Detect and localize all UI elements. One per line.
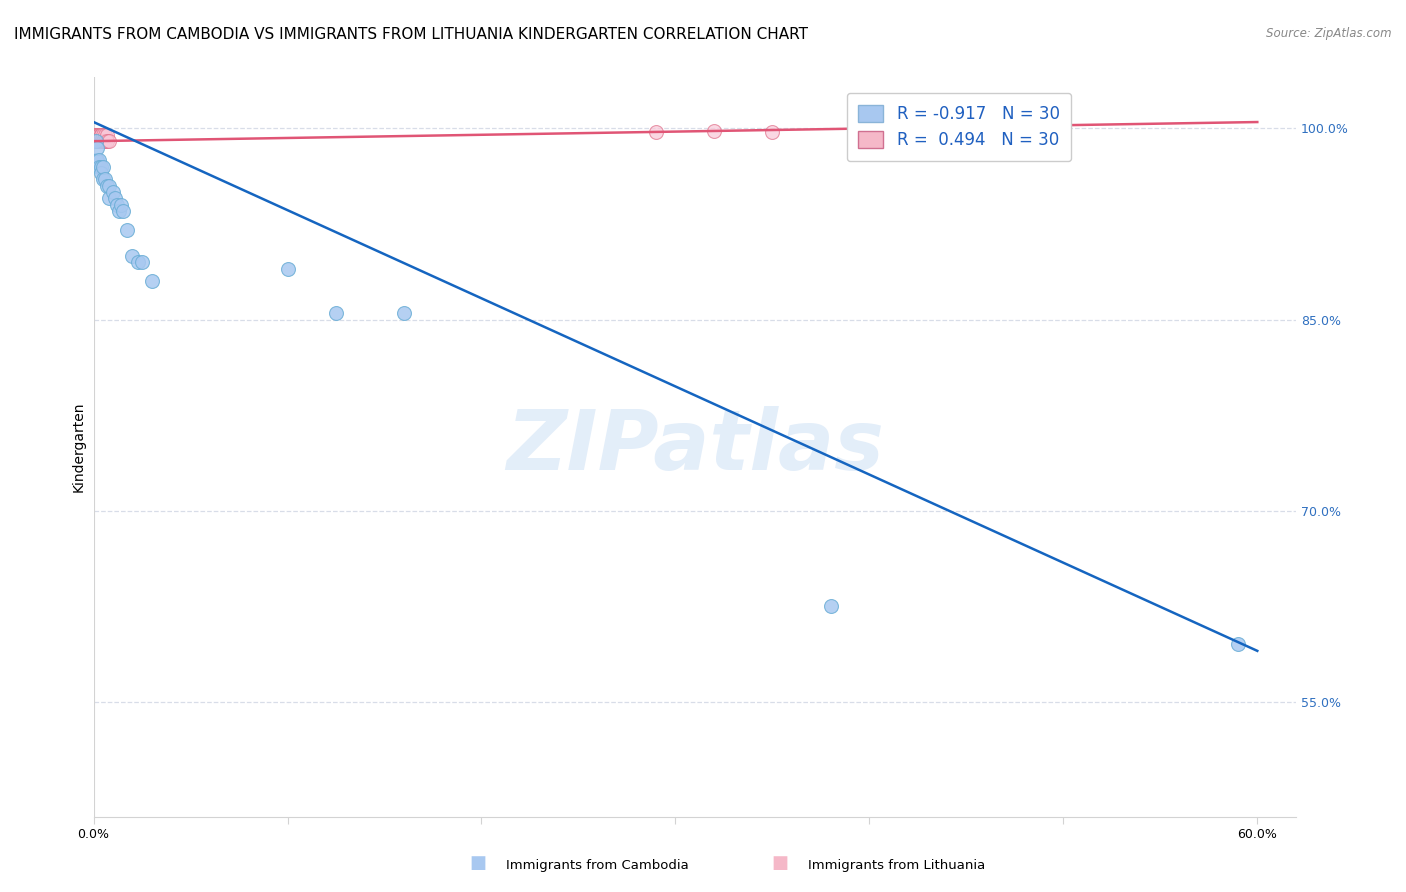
Point bbox=[89, 134, 111, 148]
Point bbox=[392, 306, 415, 320]
Point bbox=[115, 223, 138, 237]
Point bbox=[90, 134, 112, 148]
Y-axis label: Kindergarten: Kindergarten bbox=[72, 401, 86, 492]
Text: ■: ■ bbox=[772, 855, 789, 872]
Point bbox=[325, 306, 347, 320]
Point bbox=[107, 204, 129, 219]
Point bbox=[86, 134, 108, 148]
Point bbox=[820, 599, 842, 614]
Point bbox=[121, 249, 143, 263]
Point bbox=[89, 153, 111, 168]
Point bbox=[86, 153, 108, 168]
Text: IMMIGRANTS FROM CAMBODIA VS IMMIGRANTS FROM LITHUANIA KINDERGARTEN CORRELATION C: IMMIGRANTS FROM CAMBODIA VS IMMIGRANTS F… bbox=[14, 27, 808, 42]
Point bbox=[94, 134, 117, 148]
Point bbox=[84, 134, 107, 148]
Point bbox=[111, 204, 134, 219]
Point bbox=[86, 128, 108, 142]
Point bbox=[94, 172, 117, 186]
Legend: R = -0.917   N = 30, R =  0.494   N = 30: R = -0.917 N = 30, R = 0.494 N = 30 bbox=[846, 93, 1071, 161]
Point bbox=[91, 134, 114, 148]
Point bbox=[86, 128, 108, 142]
Point bbox=[141, 274, 163, 288]
Point bbox=[84, 134, 107, 148]
Point bbox=[84, 128, 107, 142]
Point bbox=[89, 134, 111, 148]
Point bbox=[89, 128, 111, 142]
Point bbox=[94, 128, 117, 142]
Point bbox=[1226, 638, 1249, 652]
Point bbox=[761, 125, 783, 139]
Point bbox=[84, 153, 107, 168]
Point bbox=[96, 128, 118, 142]
Point bbox=[105, 198, 128, 212]
Point bbox=[127, 255, 149, 269]
Text: ZIPatlas: ZIPatlas bbox=[506, 407, 884, 487]
Point bbox=[703, 124, 725, 138]
Point bbox=[90, 128, 112, 142]
Point bbox=[86, 134, 108, 148]
Point bbox=[84, 128, 107, 142]
Point bbox=[276, 261, 298, 276]
Point bbox=[101, 185, 124, 199]
Point bbox=[89, 128, 111, 142]
Point bbox=[645, 125, 668, 139]
Point bbox=[131, 255, 153, 269]
Point bbox=[90, 128, 112, 142]
Point bbox=[84, 128, 107, 142]
Point bbox=[104, 192, 127, 206]
Point bbox=[86, 128, 108, 142]
Point bbox=[98, 134, 121, 148]
Point bbox=[96, 134, 118, 148]
Point bbox=[91, 160, 114, 174]
Point bbox=[96, 178, 118, 193]
Point bbox=[110, 198, 132, 212]
Point bbox=[86, 140, 108, 154]
Point bbox=[90, 160, 112, 174]
Point bbox=[91, 134, 114, 148]
Point bbox=[98, 192, 121, 206]
Text: Source: ZipAtlas.com: Source: ZipAtlas.com bbox=[1267, 27, 1392, 40]
Point bbox=[89, 160, 111, 174]
Text: ■: ■ bbox=[470, 855, 486, 872]
Point bbox=[91, 172, 114, 186]
Point bbox=[90, 166, 112, 180]
Point bbox=[98, 178, 121, 193]
Text: Immigrants from Cambodia: Immigrants from Cambodia bbox=[506, 859, 689, 872]
Point bbox=[90, 128, 112, 142]
Text: Immigrants from Lithuania: Immigrants from Lithuania bbox=[808, 859, 986, 872]
Point bbox=[91, 128, 114, 142]
Point bbox=[90, 134, 112, 148]
Point bbox=[89, 128, 111, 142]
